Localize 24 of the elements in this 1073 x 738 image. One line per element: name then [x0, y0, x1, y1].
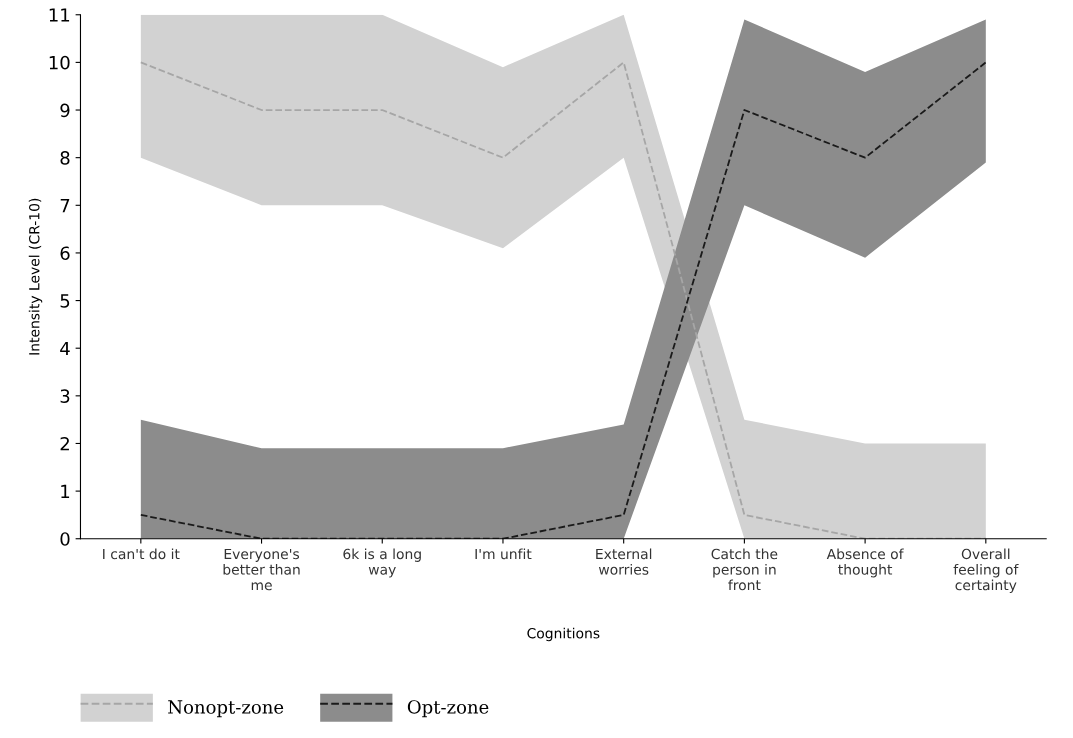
- y-tick-label: 8: [60, 151, 70, 165]
- y-tick-label: 3: [60, 389, 70, 403]
- y-tick-label: 6: [60, 246, 70, 261]
- legend-label: Nonopt-zone: [168, 700, 284, 718]
- x-axis-title: Cognitions: [527, 627, 600, 642]
- y-tick-label: 5: [60, 294, 70, 308]
- x-tick-label: Catch the person in front: [711, 548, 778, 591]
- y-tick-label: 10: [49, 55, 70, 70]
- y-tick-label: 9: [60, 103, 70, 118]
- y-tick-label: 0: [60, 532, 70, 546]
- x-tick-label: I'm unfit: [475, 548, 532, 560]
- x-tick-label: I can't do it: [103, 548, 180, 560]
- y-tick-label: 2: [60, 436, 69, 451]
- x-tick-label: 6k is a long way: [343, 548, 421, 578]
- y-tick-label: 1: [61, 484, 70, 498]
- legend-label: Opt-zone: [407, 700, 489, 718]
- x-tick-label: External worries: [596, 548, 652, 575]
- y-tick-label: 7: [60, 198, 70, 213]
- x-tick-label: Overall feeling of certainty: [953, 548, 1019, 594]
- y-tick-label: 4: [60, 341, 70, 356]
- x-tick-label: Absence of thought: [826, 548, 904, 578]
- y-axis-title: Intensity Level (CR-10): [28, 198, 43, 355]
- x-tick-label: Everyone's better than me: [223, 548, 300, 591]
- y-tick-label: 11: [49, 8, 70, 22]
